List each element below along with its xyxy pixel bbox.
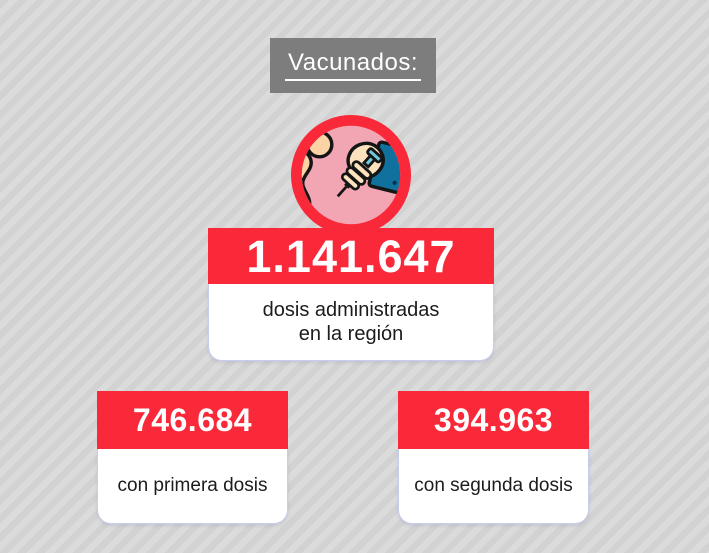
main-stat-value: 1.141.647 bbox=[246, 230, 456, 282]
second-dose-value: 394.963 bbox=[433, 402, 554, 438]
first-dose-stat-card: 746.684 con primera dosis bbox=[97, 391, 288, 524]
first-dose-value-box: 746.684 bbox=[97, 391, 288, 449]
first-dose-label: con primera dosis bbox=[117, 475, 268, 496]
second-dose-label-box: con segunda dosis bbox=[398, 449, 589, 524]
main-stat-value-box: 1.141.647 bbox=[208, 228, 494, 284]
first-dose-value: 746.684 bbox=[132, 402, 253, 438]
vaccination-syringe-icon bbox=[290, 114, 412, 236]
first-dose-label-box: con primera dosis bbox=[97, 449, 288, 524]
title-box: Vacunados: bbox=[270, 38, 436, 93]
main-stat-card: 1.141.647 dosis administradas en la regi… bbox=[208, 228, 494, 361]
vaccination-syringe-svg bbox=[290, 114, 412, 236]
second-dose-stat-card: 394.963 con segunda dosis bbox=[398, 391, 589, 524]
main-stat-label-line1: dosis administradas bbox=[262, 299, 440, 321]
second-dose-value-box: 394.963 bbox=[398, 391, 589, 449]
second-dose-label: con segunda dosis bbox=[414, 475, 573, 496]
main-stat-label-line2: en la región bbox=[298, 323, 404, 345]
page-title: Vacunados: bbox=[285, 50, 421, 81]
main-stat-label-box: dosis administradas en la región bbox=[208, 284, 494, 361]
